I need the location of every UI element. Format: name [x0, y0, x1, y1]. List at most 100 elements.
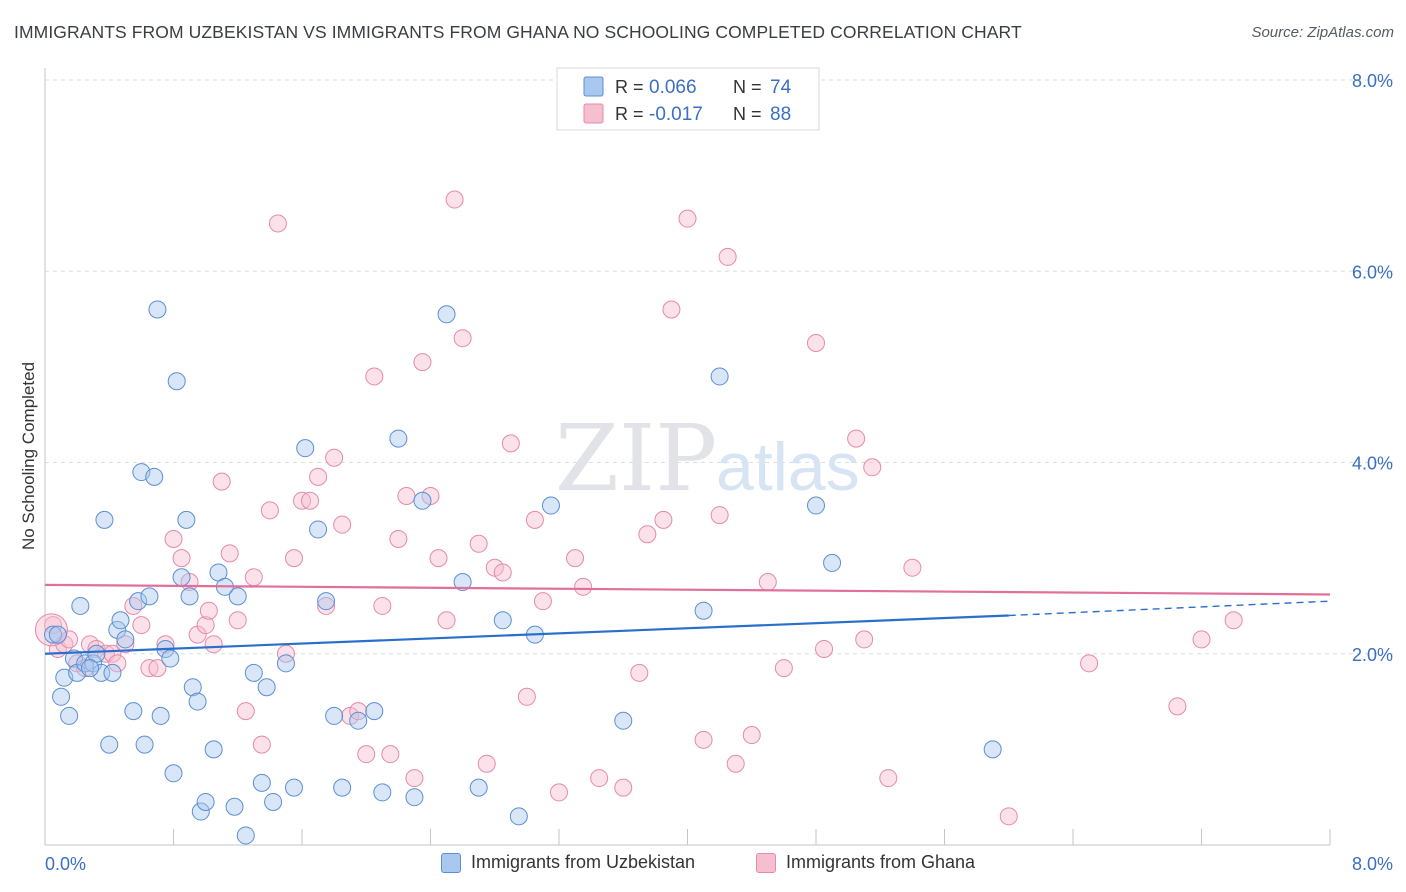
ghana-point-26: [228, 611, 247, 630]
ghana-point-15: [148, 659, 167, 678]
ghana-point-29: [252, 735, 271, 754]
uzbekistan-point-0: [44, 625, 63, 644]
ghana-point-27: [236, 702, 255, 721]
uzbekistan-point-60: [453, 573, 472, 592]
ghana-point-77: [742, 726, 761, 745]
chart-title: IMMIGRANTS FROM UZBEKISTAN VS IMMIGRANTS…: [14, 22, 1022, 42]
ghana-point-76: [726, 754, 745, 773]
ghana-point-13: [132, 616, 151, 635]
uzbekistan-point-15: [111, 611, 130, 630]
ghana-point-48: [405, 769, 424, 788]
uzbekistan-point-21: [140, 587, 159, 606]
legend-n-label-0: N =: [733, 77, 762, 97]
ghana-point-91: [1224, 611, 1243, 630]
ghana-point-71: [662, 300, 681, 319]
ghana-point-12: [124, 596, 143, 615]
legend-n-label-1: N =: [733, 104, 762, 124]
uzbekistan-point-48: [296, 439, 315, 458]
y-axis-title: No Schooling Completed: [19, 362, 38, 550]
ghana-point-64: [566, 549, 585, 568]
legend-n-value-0: 74: [770, 77, 792, 98]
uzbekistan-point-41: [236, 826, 255, 845]
ghana-point-23: [204, 635, 223, 654]
x-tick-label-1: 8.0%: [1352, 854, 1393, 874]
uzbekistan-point-67: [694, 601, 713, 620]
uzbekistan-point-46: [276, 654, 295, 673]
gridlines: [45, 79, 1395, 655]
legend-n-value-1: 88: [770, 104, 791, 125]
uzbekistan-point-11: [95, 510, 114, 529]
ghana-point-65: [574, 577, 593, 596]
ghana-point-41: [349, 702, 368, 721]
ghana-point-42: [357, 745, 376, 764]
uzbekistan-point-49: [309, 520, 328, 539]
ghana-point-46: [389, 530, 408, 548]
uzbekistan-point-36: [204, 740, 223, 759]
ghana-point-68: [630, 663, 649, 682]
ghana-point-72: [678, 209, 697, 228]
uzbekistan-point-31: [180, 587, 199, 606]
watermark-atlas: atlas: [716, 429, 860, 505]
uzbekistan-point-50: [317, 592, 336, 611]
ghana-point-58: [493, 563, 512, 582]
ghana-point-73: [694, 730, 713, 749]
ghana-point-31: [268, 214, 287, 233]
ghana-point-55: [469, 534, 488, 553]
ghana-point-49: [413, 353, 432, 372]
uzbekistan-point-16: [116, 630, 135, 649]
uzbekistan-point-72: [48, 625, 67, 644]
ghana-point-60: [517, 687, 536, 706]
ghana-point-85: [879, 769, 898, 788]
uzbekistan-point-56: [389, 429, 408, 448]
ghana-point-38: [325, 448, 344, 467]
trend-lines: [44, 583, 1331, 655]
uzbekistan-point-44: [257, 678, 276, 697]
ghana-point-86: [903, 558, 922, 577]
ghana-point-47: [397, 486, 416, 505]
ghana-point-70: [654, 510, 673, 529]
legend-label-ghana: Immigrants from Ghana: [786, 852, 976, 872]
uzbekistan-point-54: [365, 702, 384, 721]
uzbekistan-point-66: [614, 711, 633, 730]
ghana-point-24: [212, 472, 231, 491]
ghana-point-59: [501, 434, 520, 453]
ghana-point-35: [301, 491, 320, 510]
uzbekistan-point-71: [983, 740, 1002, 759]
uzbekistan-point-32: [183, 678, 202, 697]
ghana-point-80: [807, 333, 825, 352]
uzbekistan-point-47: [284, 778, 303, 797]
legend-item-ghana[interactable]: Immigrants from Ghana: [756, 852, 975, 873]
legend-item-uzbekistan[interactable]: Immigrants from Uzbekistan: [441, 852, 695, 873]
y-tick-label-3: 8.0%: [1352, 71, 1393, 91]
ghana-point-10: [108, 654, 127, 673]
ghana-point-67: [614, 778, 633, 797]
uzbekistan-point-65: [541, 496, 560, 515]
series-legend: Immigrants from Uzbekistan Immigrants fr…: [0, 852, 1406, 878]
ghana-point-74: [710, 506, 729, 525]
uzbekistan-point-68: [710, 367, 729, 386]
uzbekistan-point-55: [373, 783, 392, 802]
ghana-point-87: [999, 807, 1018, 826]
ghana-point-63: [550, 783, 568, 802]
uzbekistan-point-57: [405, 788, 424, 807]
uzbekistan-point-24: [151, 706, 170, 725]
uzbekistan-point-22: [145, 467, 164, 486]
uzbekistan-point-29: [172, 568, 191, 587]
ghana-point-36: [309, 467, 328, 486]
uzbekistan-point-70: [823, 553, 842, 572]
uzbekistan-point-42: [244, 663, 263, 682]
uzbekistan-point-59: [437, 305, 456, 324]
ghana-point-89: [1168, 697, 1187, 716]
uzbekistan-point-33: [188, 692, 207, 711]
ghana-point-33: [284, 549, 303, 568]
uzbekistan-point-6: [71, 596, 90, 615]
uzbekistan-point-4: [64, 649, 83, 668]
legend-r-label-1: R =: [615, 104, 644, 124]
uzbekistan-point-12: [100, 735, 119, 754]
legend-swatch-1: [583, 103, 604, 124]
y-tick-label-2: 6.0%: [1352, 262, 1393, 282]
uzbekistan-point-45: [264, 792, 283, 811]
ghana-point-83: [855, 630, 874, 649]
legend-r-label-0: R =: [615, 77, 644, 97]
